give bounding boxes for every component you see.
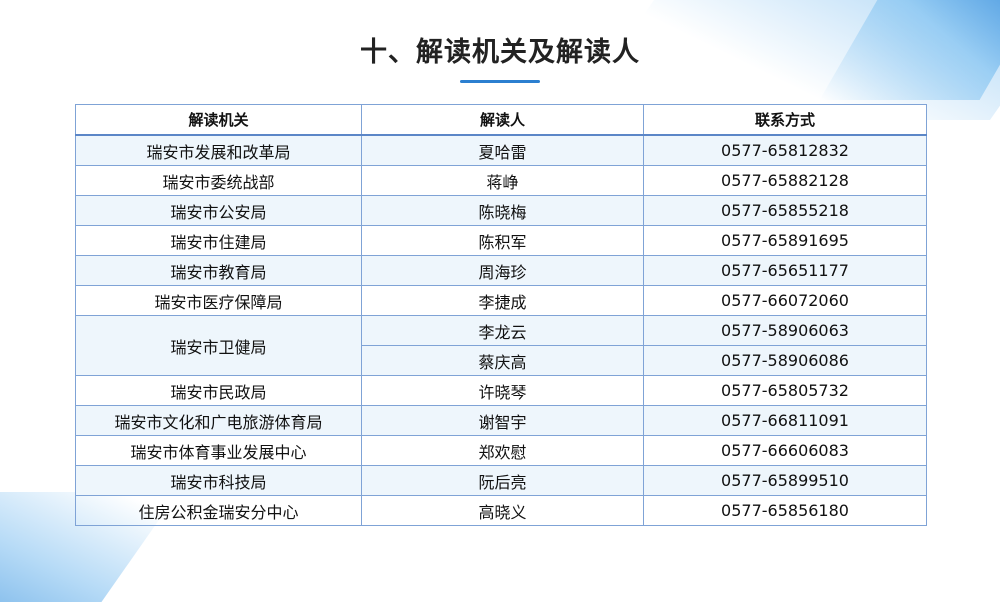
cell-person: 周海珍: [361, 255, 644, 286]
cell-org: 瑞安市科技局: [75, 465, 362, 496]
cell-person: 郑欢慰: [361, 435, 644, 466]
cell-org: 瑞安市民政局: [75, 375, 362, 406]
cell-org: 瑞安市医疗保障局: [75, 285, 362, 316]
table-row: 瑞安市住建局 陈积军 0577-65891695: [75, 225, 927, 256]
table-row: 蔡庆高 0577-58906086: [76, 345, 927, 376]
table-row: 住房公积金瑞安分中心 高晓义 0577-65856180: [75, 495, 927, 526]
table-row: 瑞安市文化和广电旅游体育局 谢智宇 0577-66811091: [75, 405, 927, 436]
cell-org: 瑞安市教育局: [75, 255, 362, 286]
table-row: 瑞安市民政局 许晓琴 0577-65805732: [75, 375, 927, 406]
table-row: 瑞安市发展和改革局 夏哈雷 0577-65812832: [75, 134, 927, 166]
table-row: 瑞安市医疗保障局 李捷成 0577-66072060: [75, 285, 927, 316]
cell-phone: 0577-65882128: [643, 165, 927, 196]
cell-person: 高晓义: [361, 495, 644, 526]
cell-phone: 0577-65856180: [643, 495, 927, 526]
cell-org: 瑞安市卫健局: [75, 315, 362, 376]
cell-phone: 0577-65805732: [643, 375, 927, 406]
table-row: 瑞安市公安局 陈晓梅 0577-65855218: [75, 195, 927, 226]
cell-phone: 0577-66811091: [643, 405, 927, 436]
cell-org: 瑞安市发展和改革局: [75, 134, 362, 166]
cell-person: 谢智宇: [361, 405, 644, 436]
cell-phone: 0577-65899510: [643, 465, 927, 496]
cell-phone: 0577-66072060: [643, 285, 927, 316]
table-row: 瑞安市体育事业发展中心 郑欢慰 0577-66606083: [75, 435, 927, 466]
header-person: 解读人: [361, 104, 644, 136]
table-row: 瑞安市委统战部 蒋峥 0577-65882128: [75, 165, 927, 196]
cell-org: 瑞安市文化和广电旅游体育局: [75, 405, 362, 436]
table-header-row: 解读机关 解读人 联系方式: [75, 104, 927, 136]
cell-person: 陈晓梅: [361, 195, 644, 226]
cell-phone: 0577-65651177: [643, 255, 927, 286]
title-underline: [460, 80, 540, 83]
cell-phone: 0577-65812832: [643, 134, 927, 166]
table-row: 瑞安市科技局 阮后亮 0577-65899510: [75, 465, 927, 496]
table-row: 瑞安市卫健局 李龙云 0577-58906063: [75, 315, 927, 376]
cell-person: 陈积军: [361, 225, 644, 256]
page-title: 十、解读机关及解读人: [360, 37, 640, 68]
contacts-table: 解读机关 解读人 联系方式 瑞安市发展和改革局 夏哈雷 0577-65812832 瑞…: [75, 104, 927, 526]
cell-phone: 0577-66606083: [643, 435, 927, 466]
cell-person: 阮后亮: [361, 465, 644, 496]
header-phone: 联系方式: [643, 104, 927, 136]
cell-org: 瑞安市委统战部: [75, 165, 362, 196]
cell-phone: 0577-58906063: [643, 315, 927, 346]
cell-org: 瑞安市公安局: [75, 195, 362, 226]
cell-person: 许晓琴: [361, 375, 644, 406]
cell-person: 蔡庆高: [361, 345, 644, 376]
cell-phone: 0577-58906086: [643, 345, 927, 376]
cell-phone: 0577-65855218: [643, 195, 927, 226]
cell-person: 夏哈雷: [361, 134, 644, 166]
cell-person: 蒋峥: [361, 165, 644, 196]
cell-phone: 0577-65891695: [643, 225, 927, 256]
cell-org: 瑞安市住建局: [75, 225, 362, 256]
table-row: 瑞安市教育局 周海珍 0577-65651177: [75, 255, 927, 286]
cell-person: 李龙云: [361, 315, 644, 346]
cell-org: 瑞安市体育事业发展中心: [75, 435, 362, 466]
cell-org: 住房公积金瑞安分中心: [75, 495, 362, 526]
cell-person: 李捷成: [361, 285, 644, 316]
header-org: 解读机关: [75, 104, 362, 136]
